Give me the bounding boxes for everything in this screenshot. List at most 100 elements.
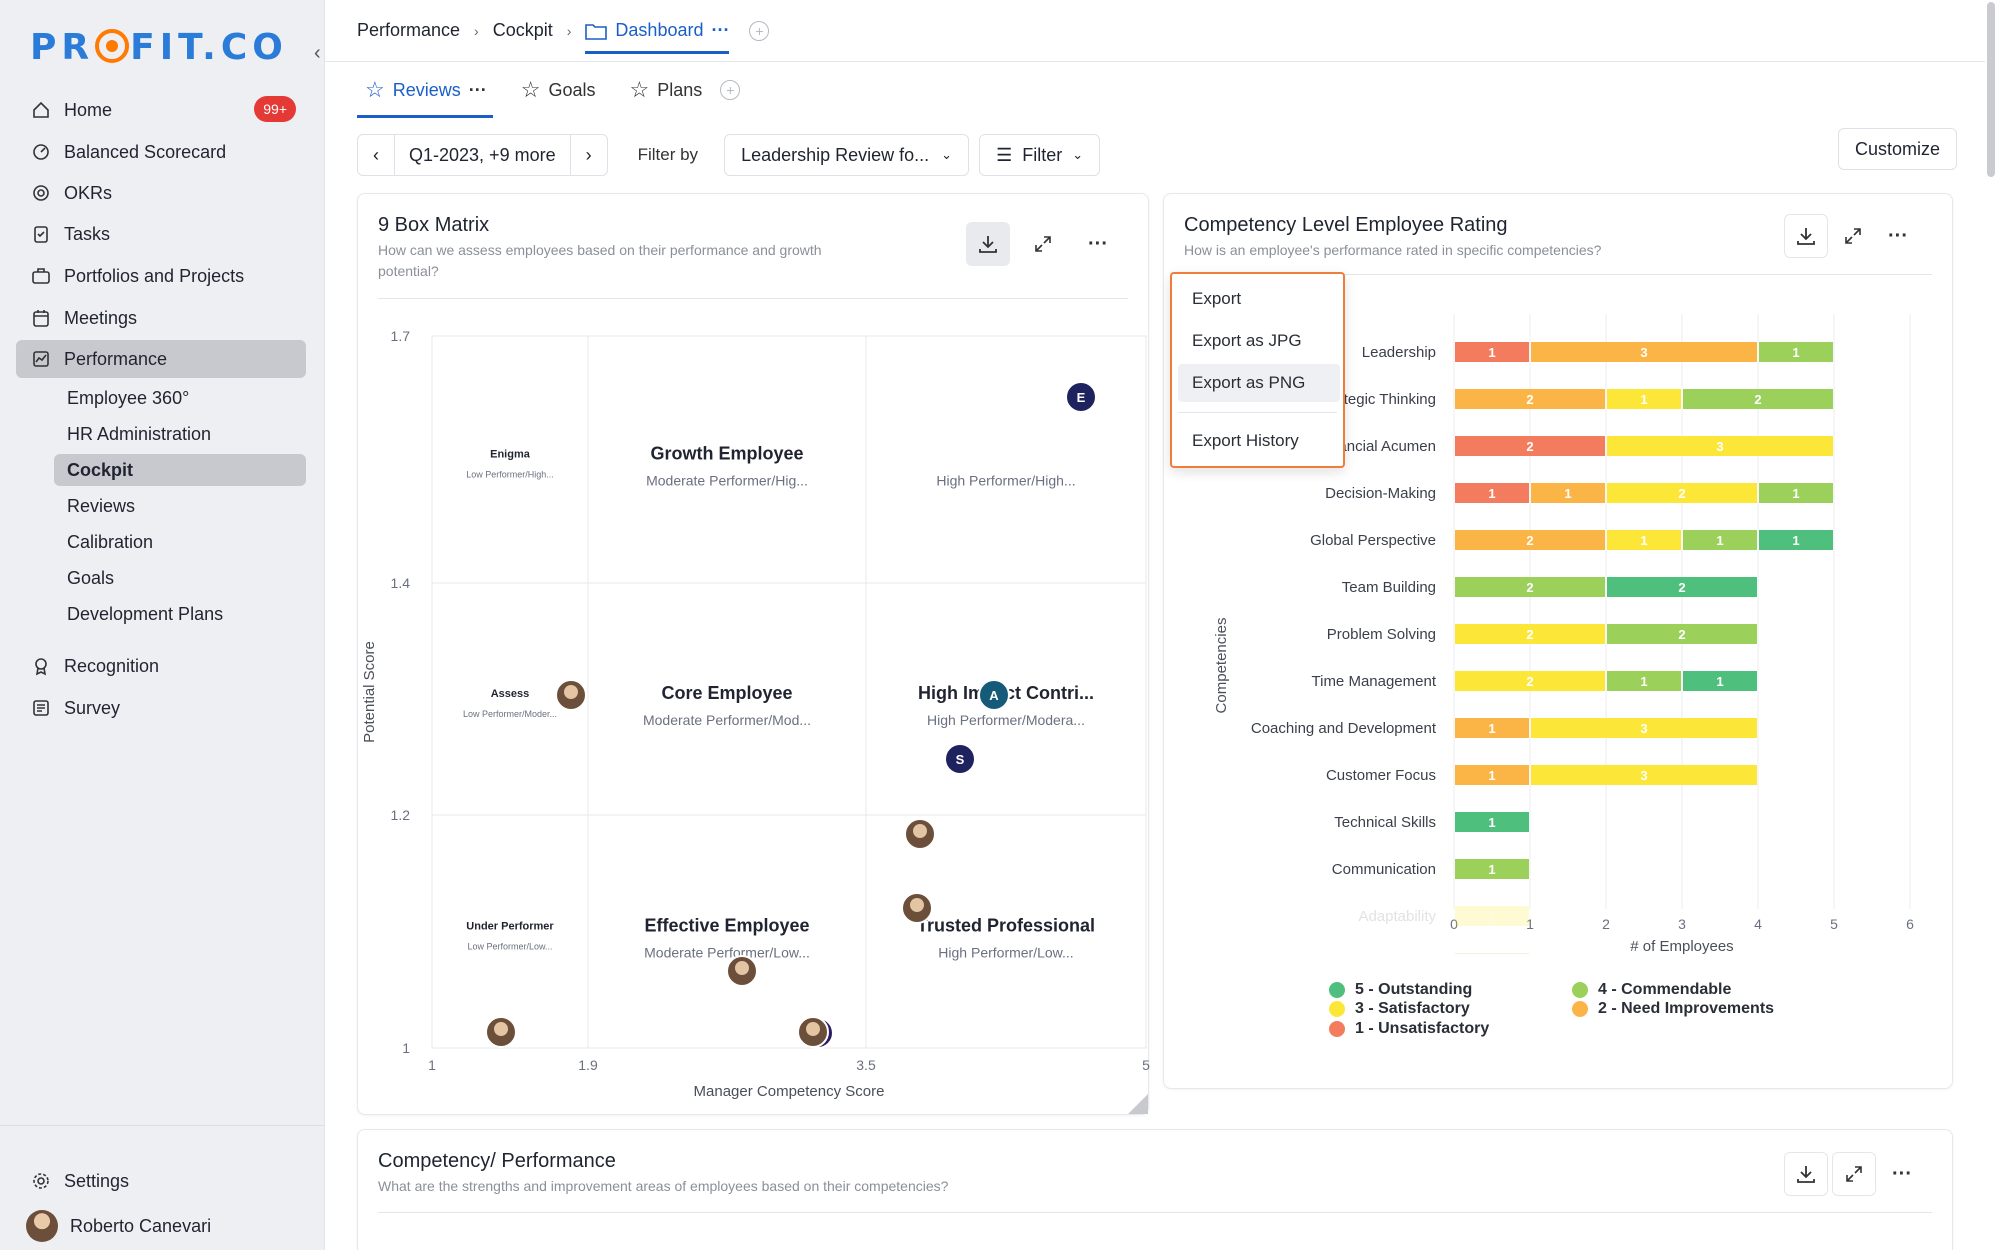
export-png-menu-item[interactable]: Export as PNG: [1178, 364, 1340, 402]
cell-subtitle: High Performer/High...: [936, 473, 1075, 489]
legend-item[interactable]: 4 - Commendable: [1572, 981, 1731, 999]
sidebar-item-meetings[interactable]: Meetings: [16, 299, 306, 337]
bar-value-label: 2: [1526, 674, 1533, 689]
target-icon: [30, 182, 52, 204]
add-tab-icon[interactable]: +: [720, 80, 741, 100]
expand-button[interactable]: [1831, 214, 1875, 258]
export-menu: Export Export as JPG Export as PNG Expor…: [1170, 272, 1345, 468]
employee-marker: [978, 679, 1010, 711]
breadcrumb-separator-icon: ›: [566, 22, 572, 39]
export-jpg-menu-item[interactable]: Export as JPG: [1192, 331, 1302, 350]
x-tick-label: 2: [1602, 916, 1610, 932]
category-label: Coaching and Development: [1251, 720, 1437, 737]
sidebar-item-tasks[interactable]: Tasks: [16, 215, 306, 253]
cell-subtitle: High Performer/Low...: [938, 945, 1073, 961]
customize-button[interactable]: Customize: [1837, 128, 1957, 170]
sidebar-item-performance[interactable]: Performance: [16, 340, 306, 378]
cell-subtitle: Moderate Performer/Mod...: [643, 712, 811, 728]
bar-value-label: 2: [1754, 392, 1761, 407]
sidebar-subitem-hr-administration[interactable]: HR Administration: [67, 423, 212, 444]
sidebar-item-survey[interactable]: Survey: [16, 689, 306, 727]
y-tick-label: 1.7: [391, 328, 411, 344]
period-selector[interactable]: ‹ Q1-2023, +9 more ›: [357, 134, 608, 176]
bar-segment: [1607, 483, 1757, 503]
x-tick-label: 4: [1754, 916, 1762, 932]
expand-button[interactable]: [1832, 1152, 1876, 1196]
cell-title: Assess: [491, 688, 530, 700]
category-label: Financial Acumen: [1318, 438, 1436, 455]
legend-label: 4 - Commendable: [1598, 981, 1732, 998]
sidebar-subitem-reviews[interactable]: Reviews: [67, 495, 136, 516]
filter-label: Filter: [1022, 144, 1063, 165]
collapse-sidebar-icon[interactable]: ‹: [314, 42, 321, 64]
tab-goals[interactable]: ☆ Goals: [521, 62, 596, 118]
breadcrumb-cockpit[interactable]: Cockpit: [492, 20, 553, 40]
divider: [1184, 274, 1932, 275]
next-period-icon[interactable]: ›: [585, 144, 592, 165]
sidebar-item-okrs[interactable]: OKRs: [16, 174, 306, 212]
download-button[interactable]: [966, 222, 1010, 266]
avatar-face: [913, 824, 927, 838]
category-label: Customer Focus: [1326, 767, 1436, 784]
tab-plans[interactable]: ☆ Plans +: [630, 62, 741, 118]
cell-subtitle: Low Performer/Moder...: [463, 709, 557, 719]
bar-value-label: 1: [1640, 533, 1647, 548]
download-button[interactable]: [1784, 214, 1828, 258]
download-button[interactable]: [1784, 1152, 1828, 1196]
bar-value-label: 2: [1526, 392, 1533, 407]
legend-item[interactable]: 3 - Satisfactory: [1329, 1000, 1470, 1018]
sidebar-subitem-calibration[interactable]: Calibration: [67, 531, 154, 552]
legend-item[interactable]: 2 - Need Improvements: [1572, 1000, 1774, 1018]
breadcrumb-dashboard[interactable]: Dashboard ···: [585, 0, 730, 62]
bar-segment: [1759, 530, 1833, 550]
review-select[interactable]: Leadership Review fo... ⌄: [724, 134, 970, 176]
sidebar-item-home[interactable]: Home 99+: [16, 91, 306, 129]
bar-value-label: 2: [1678, 486, 1685, 501]
user-profile[interactable]: Roberto Canevari: [16, 1207, 306, 1245]
breadcrumb-performance[interactable]: Performance: [357, 20, 461, 40]
x-tick-label: 1.9: [578, 1057, 598, 1073]
tab-reviews[interactable]: ☆ Reviews ···: [357, 62, 493, 118]
dashboard-more-icon[interactable]: ···: [711, 20, 730, 40]
scorecard-icon: [30, 141, 52, 163]
page-scrollbar[interactable]: [1987, 2, 1995, 177]
tab-bar: ☆ Reviews ··· ☆ Goals ☆ Plans +: [325, 62, 1985, 118]
filter-button[interactable]: ☰ Filter ⌄: [979, 134, 1101, 176]
more-options-icon[interactable]: ···: [1088, 232, 1108, 255]
bar-value-label: 2: [1678, 627, 1685, 642]
sidebar-item-recognition[interactable]: Recognition: [16, 647, 306, 685]
expand-button[interactable]: [1021, 222, 1065, 266]
menu-divider: [1178, 412, 1337, 413]
x-tick-label: 1: [1526, 916, 1534, 932]
sidebar-item-balanced-scorecard[interactable]: Balanced Scorecard: [16, 133, 306, 171]
x-tick-label: 1: [428, 1057, 436, 1073]
cell-subtitle: High Performer/Modera...: [927, 712, 1085, 728]
legend-item[interactable]: 5 - Outstanding: [1329, 981, 1472, 999]
tab-more-icon[interactable]: ···: [468, 79, 487, 100]
category-label: Leadership: [1362, 344, 1436, 361]
export-menu-item[interactable]: Export: [1192, 289, 1242, 308]
category-label: Problem Solving: [1327, 626, 1436, 643]
sidebar-subitem-development-plans[interactable]: Development Plans: [67, 603, 224, 624]
bar-value-label: 1: [1488, 345, 1495, 360]
bar-value-label: 2: [1526, 533, 1533, 548]
add-dashboard-icon[interactable]: +: [749, 20, 770, 41]
y-axis-label: Competencies: [1213, 618, 1230, 714]
bar-segment: [1455, 436, 1605, 456]
sidebar-subitem-goals[interactable]: Goals: [67, 567, 115, 588]
sidebar-subitem-cockpit[interactable]: Cockpit: [54, 454, 306, 486]
star-icon: ☆: [520, 77, 541, 102]
profit-co-logo[interactable]: PR FIT.CO: [30, 27, 288, 68]
competency-performance-card: Competency/ Performance What are the str…: [357, 1129, 1953, 1250]
bar-segment: [1455, 389, 1605, 409]
sidebar-item-portfolios-and-projects[interactable]: Portfolios and Projects: [16, 257, 306, 295]
settings-link[interactable]: Settings: [16, 1162, 306, 1200]
prev-period-icon[interactable]: ‹: [373, 144, 379, 165]
sidebar-subitem-employee-360-[interactable]: Employee 360°: [67, 387, 190, 408]
export-history-menu-item[interactable]: Export History: [1192, 431, 1299, 450]
period-value[interactable]: Q1-2023, +9 more: [394, 135, 571, 175]
more-options-icon[interactable]: ···: [1892, 1162, 1912, 1185]
expand-icon: [1845, 228, 1861, 244]
legend-item[interactable]: 1 - Unsatisfactory: [1329, 1020, 1489, 1038]
more-options-icon[interactable]: ···: [1888, 224, 1908, 247]
